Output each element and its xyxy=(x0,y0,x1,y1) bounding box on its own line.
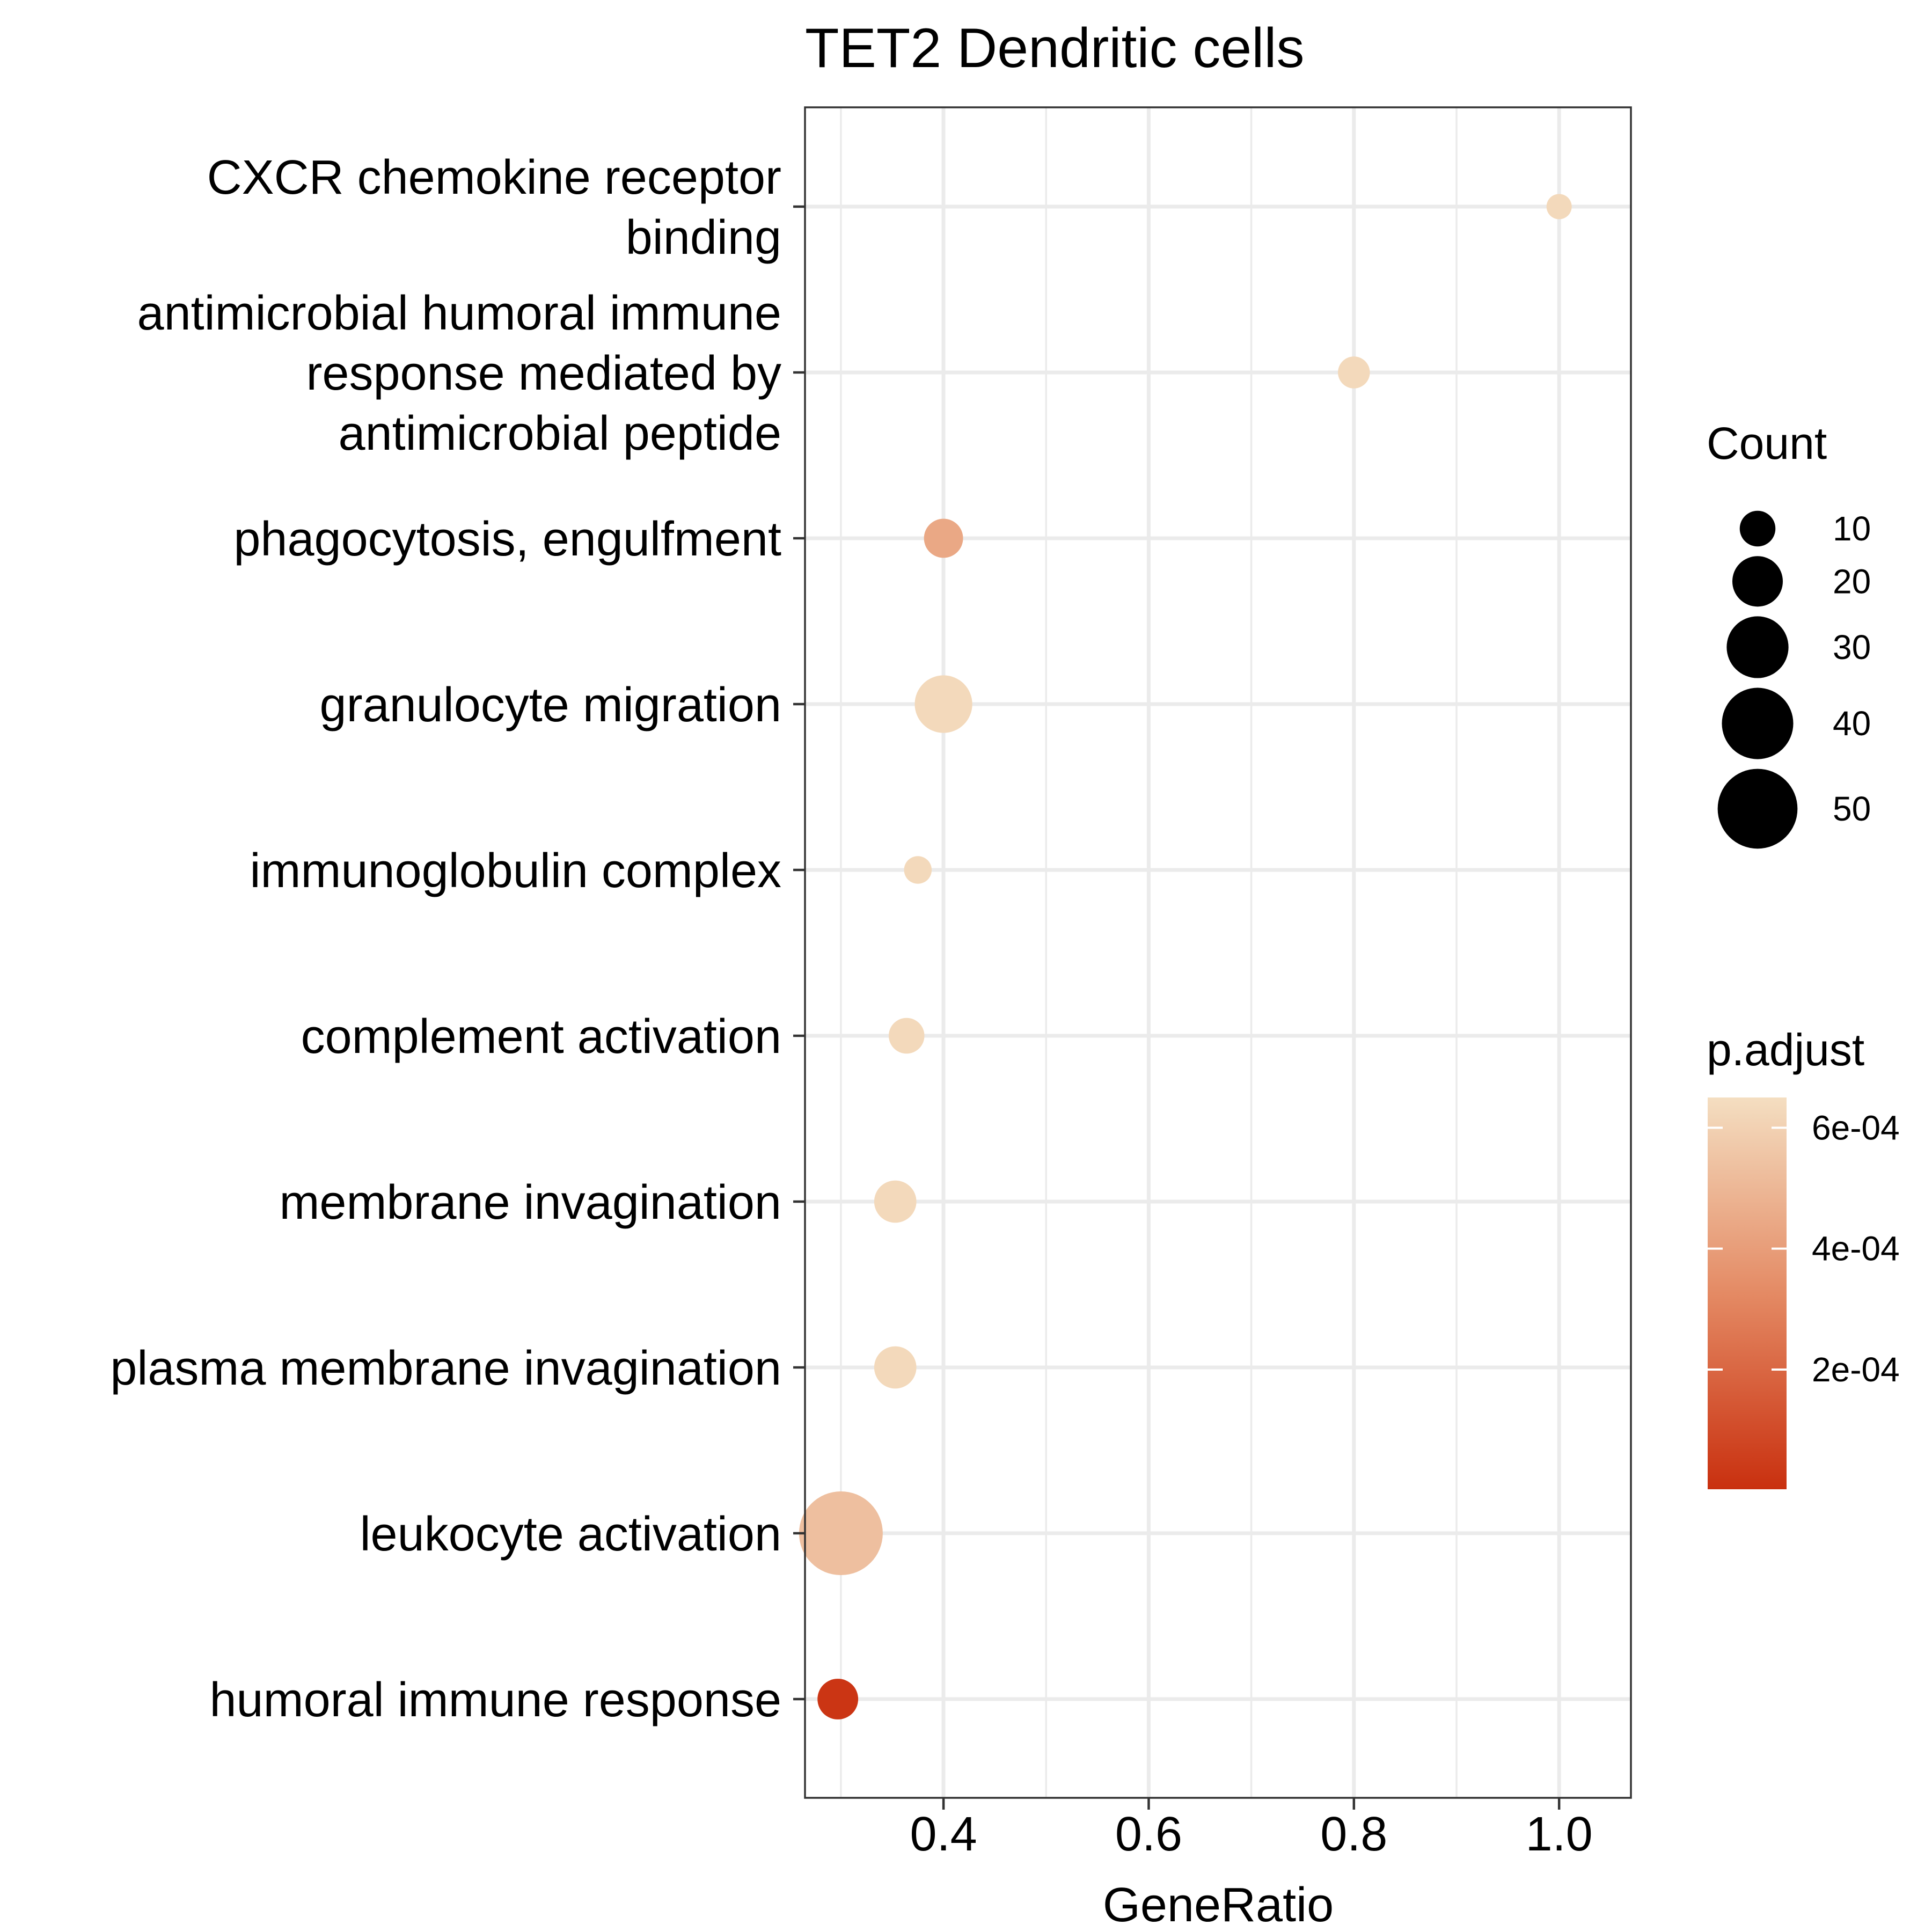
data-point xyxy=(1546,194,1572,219)
y-tick-label: binding xyxy=(626,211,781,265)
size-legend-label: 50 xyxy=(1833,789,1871,828)
x-axis: 0.4 0.6 0.8 1.0 xyxy=(910,1798,1593,1861)
size-legend-key xyxy=(1726,616,1789,678)
y-tick-label: phagocytosis, engulfment xyxy=(233,513,781,566)
data-point xyxy=(924,518,963,558)
y-tick-label: plasma membrane invagination xyxy=(110,1342,781,1395)
data-point xyxy=(904,856,932,884)
x-axis-title: GeneRatio xyxy=(1103,1878,1334,1932)
y-tick-label: immunoglobulin complex xyxy=(250,844,781,898)
size-legend-key xyxy=(1739,510,1776,547)
x-tick-label: 0.8 xyxy=(1320,1807,1387,1861)
data-point xyxy=(889,1018,925,1054)
y-tick-label: antimicrobial peptide xyxy=(339,407,781,460)
data-point xyxy=(914,675,972,733)
data-point xyxy=(799,1491,883,1575)
x-tick-label: 1.0 xyxy=(1526,1807,1593,1861)
y-axis: CXCR chemokine receptor binding antimicrob… xyxy=(110,151,805,1727)
color-legend-label: 6e-04 xyxy=(1812,1108,1900,1147)
y-tick-label: granulocyte migration xyxy=(320,678,781,732)
grid-lines xyxy=(805,107,1631,1798)
y-tick-label: antimicrobial humoral immune xyxy=(137,287,781,340)
data-point xyxy=(874,1346,917,1389)
color-legend-label: 2e-04 xyxy=(1812,1350,1900,1389)
plot-panel-border xyxy=(804,106,1632,1799)
color-legend-label: 4e-04 xyxy=(1812,1230,1900,1268)
size-legend-key xyxy=(1732,556,1783,607)
x-tick-label: 0.4 xyxy=(910,1807,977,1861)
size-legend-label: 40 xyxy=(1833,704,1871,743)
color-bar xyxy=(1708,1097,1787,1489)
x-tick-label: 0.6 xyxy=(1115,1807,1182,1861)
size-legend: Count 10 20 30 40 50 xyxy=(1707,418,1871,849)
y-tick-label: membrane invagination xyxy=(279,1176,781,1230)
color-legend: p.adjust 2e-04 4e-04 6e-04 xyxy=(1707,1024,1900,1489)
size-legend-label: 20 xyxy=(1833,562,1871,601)
y-tick-label: response mediated by xyxy=(306,347,781,400)
data-point xyxy=(817,1679,859,1719)
data-point xyxy=(1338,356,1370,389)
data-point xyxy=(874,1180,917,1223)
size-legend-label: 30 xyxy=(1833,628,1871,667)
size-legend-title: Count xyxy=(1707,418,1827,469)
y-tick-label: CXCR chemokine receptor xyxy=(207,151,781,204)
size-legend-key xyxy=(1722,687,1794,759)
y-tick-label: humoral immune response xyxy=(210,1673,782,1727)
y-tick-label: leukocyte activation xyxy=(360,1507,781,1561)
chart-title: TET2 Dendritic cells xyxy=(805,17,1304,79)
size-legend-key xyxy=(1717,769,1798,849)
data-points xyxy=(799,194,1572,1719)
color-legend-title: p.adjust xyxy=(1707,1024,1864,1075)
size-legend-label: 10 xyxy=(1833,509,1871,548)
y-tick-label: complement activation xyxy=(301,1010,781,1064)
